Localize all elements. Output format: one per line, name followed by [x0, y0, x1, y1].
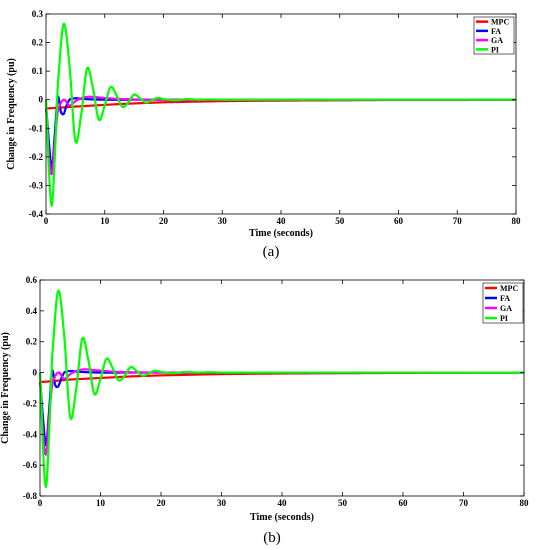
y-tick-label: 0	[33, 368, 38, 378]
y-tick-label: -0.8	[23, 491, 38, 501]
y-tick-label: -0.4	[29, 209, 44, 219]
legend-label-mpc: MPC	[500, 284, 518, 293]
y-ticks-b: 0.6 0.4 0.2 0 -0.2 -0.4 -0.6 -0.8	[23, 275, 524, 501]
y-tick-label: 0	[39, 95, 44, 105]
x-tick-label: 10	[96, 498, 106, 508]
panel-caption-a: (a)	[263, 244, 280, 260]
plot-area-b	[39, 279, 525, 497]
x-tick-label: 40	[277, 216, 287, 226]
y-tick-label: 0.2	[26, 337, 38, 347]
y-ticks-a: 0.3 0.2 0.1 0 -0.1 -0.2 -0.3 -0.4	[29, 9, 516, 219]
y-tick-label: -0.4	[23, 429, 38, 439]
x-tick-label: 60	[394, 216, 404, 226]
x-tick-label: 20	[157, 498, 167, 508]
legend-label-fa: FA	[491, 27, 501, 36]
y-tick-label: -0.6	[23, 460, 38, 470]
x-tick-label: 80	[520, 498, 530, 508]
chart-panel-b: 0.6 0.4 0.2 0 -0.2 -0.4 -0.6 -0.8 0 10 20 30 40 50 60…	[0, 275, 529, 546]
series-line-ga	[44, 95, 517, 176]
y-tick-label: 0.2	[32, 38, 44, 48]
legend-box	[482, 282, 524, 324]
x-ticks-a: 0 10 20 30 40 50 60 70 80	[44, 14, 521, 226]
x-axis-label-b: Time (seconds)	[250, 512, 314, 523]
x-tick-label: 70	[459, 498, 469, 508]
y-axis-label-b: Change in Frequency (pu)	[0, 332, 11, 444]
x-tick-label: 50	[338, 498, 348, 508]
x-tick-label: 20	[159, 216, 169, 226]
y-tick-label: -0.1	[29, 123, 44, 133]
series-line-ga	[38, 368, 525, 456]
x-tick-label: 30	[217, 498, 227, 508]
y-tick-label: -0.2	[29, 152, 44, 162]
y-tick-label: 0.4	[26, 306, 38, 316]
series-line-fa	[38, 369, 525, 447]
series-lines-b	[38, 289, 525, 489]
legend-label-mpc: MPC	[491, 18, 509, 27]
series-line-pi	[44, 22, 517, 207]
legend-label-pi: PI	[491, 45, 499, 54]
x-tick-label: 40	[278, 498, 288, 508]
y-tick-label: 0.6	[26, 275, 38, 285]
x-tick-label: 0	[38, 498, 43, 508]
legend-label-ga: GA	[500, 304, 512, 313]
chart-panel-a: 0.3 0.2 0.1 0 -0.1 -0.2 -0.3 -0.4 0 10 20 30 40 50 60…	[6, 9, 521, 260]
x-tick-label: 30	[218, 216, 228, 226]
y-axis-label-a: Change in Frequency (pu)	[6, 58, 17, 170]
x-tick-label: 50	[335, 216, 345, 226]
legend-label-ga: GA	[491, 36, 503, 45]
series-lines-a	[44, 22, 517, 207]
x-tick-label: 0	[44, 216, 49, 226]
x-tick-label: 60	[399, 498, 409, 508]
legend-box	[473, 16, 515, 55]
series-line-fa	[44, 95, 517, 170]
series-line-mpc	[39, 371, 525, 383]
series-line-mpc	[45, 98, 517, 110]
panel-caption-b: (b)	[263, 530, 281, 546]
plot-area-a	[45, 13, 517, 215]
y-tick-label: 0.3	[32, 9, 44, 19]
series-line-pi	[38, 289, 525, 489]
x-tick-label: 10	[100, 216, 110, 226]
legend-label-pi: PI	[500, 314, 508, 323]
x-tick-label: 70	[453, 216, 463, 226]
x-tick-label: 80	[512, 216, 522, 226]
x-axis-label-a: Time (seconds)	[249, 228, 313, 239]
y-tick-label: 0.1	[32, 66, 44, 76]
y-tick-label: -0.3	[29, 180, 44, 190]
legend-label-fa: FA	[500, 294, 510, 303]
x-ticks-b: 0 10 20 30 40 50 60 70 80	[38, 280, 529, 508]
y-tick-label: -0.2	[23, 398, 38, 408]
